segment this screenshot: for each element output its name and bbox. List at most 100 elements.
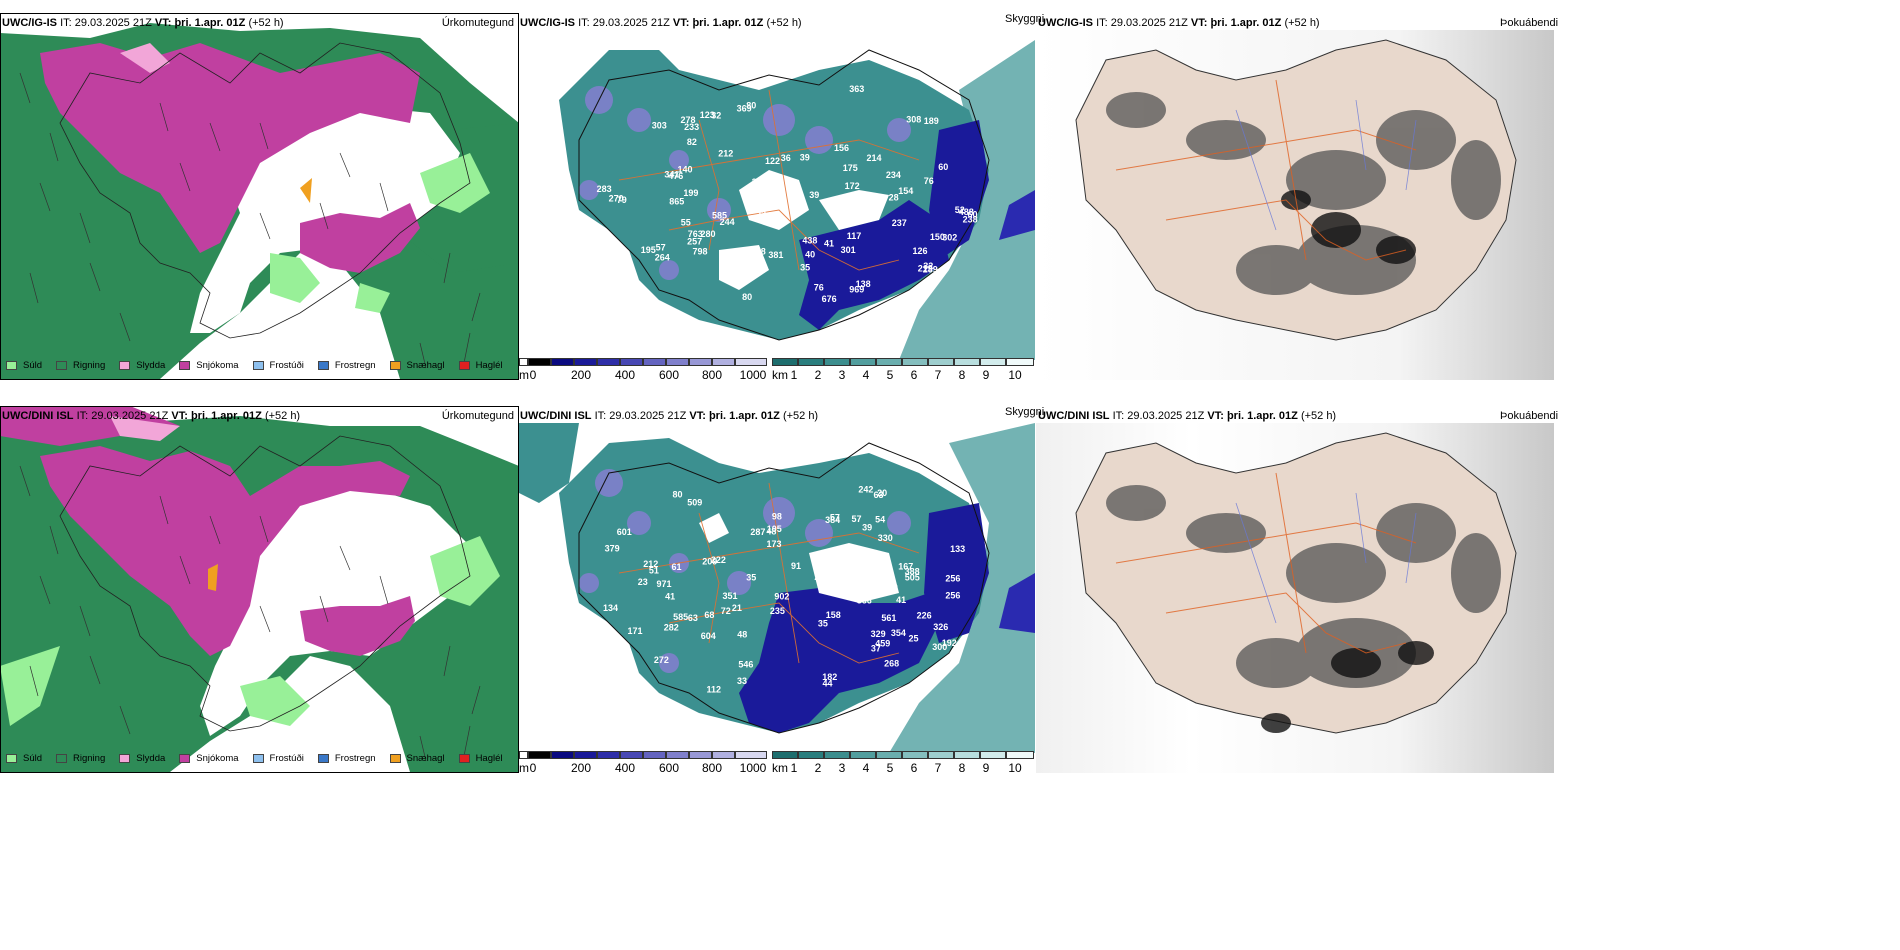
height-colorbar-swatch (620, 751, 643, 759)
cloud-base-label: 41 (665, 592, 675, 602)
fog-model-bottom: UWC/DINI ISL (1038, 410, 1110, 422)
cloud-base-label: 585 (712, 211, 727, 221)
cloud-title-top: UWC/IG-IS IT: 29.03.2025 21Z VT: þri. 1.… (520, 17, 802, 29)
cloud-base-label: 303 (652, 121, 667, 131)
fog-lead-top: (+52 h) (1284, 17, 1320, 29)
height-colorbar-swatch (574, 751, 597, 759)
cloud-base-label: 57 (656, 242, 666, 252)
vis-colorbar-swatch (1006, 751, 1034, 759)
precip-it-value-bottom: 29.03.2025 21Z (91, 410, 169, 422)
cloud-base-label: 76 (814, 283, 824, 293)
precip-map-bottom (0, 406, 519, 772)
precip-panel-top (0, 13, 519, 379)
cloud-base-label: 354 (891, 628, 906, 638)
legend-item-sudl: Súld (6, 753, 42, 764)
legend-swatch (252, 754, 264, 763)
cloud-base-label: 233 (684, 122, 699, 132)
cloud-base-label: 212 (643, 559, 658, 569)
fog-it-label-top: IT: (1096, 17, 1108, 29)
cloud-base-label: 126 (913, 246, 928, 256)
cloud-base-label: 379 (605, 544, 620, 554)
cloud-base-label: 601 (617, 527, 632, 537)
cloud-base-label: 36 (781, 153, 791, 163)
cloud-base-label: 55 (681, 217, 691, 227)
vis-colorbar-swatch (980, 751, 1006, 759)
vis-colorbar-top: km 1 2 3 4 5 6 7 8 9 10 (772, 358, 1036, 382)
fog-map-bottom (1036, 423, 1554, 773)
cloud-base-label: 289 (923, 265, 938, 275)
cloud-base-label: 68 (704, 610, 714, 620)
cloud-base-label: 330 (878, 533, 893, 543)
cloud-base-label: 37 (753, 201, 763, 211)
height-tick: 400 (614, 761, 636, 775)
cloud-base-label: 171 (628, 626, 643, 636)
legend-swatch (119, 361, 131, 370)
height-colorbar-swatch (712, 358, 735, 366)
cloud-it-value-top: 29.03.2025 21Z (592, 17, 670, 29)
cloud-base-label: 60 (968, 210, 978, 220)
fog-field-top: Þokuábendi (1500, 17, 1559, 29)
height-tick: 0 (529, 761, 537, 775)
cloud-base-label: 117 (847, 231, 862, 241)
cloud-base-label: 40 (805, 250, 815, 260)
cloud-base-label: 25 (909, 634, 919, 644)
cloud-base-label: 32 (776, 189, 786, 199)
legend-swatch (179, 361, 191, 370)
cloud-base-label: 351 (723, 591, 738, 601)
legend-item-frostregn: Frostregn (317, 753, 376, 764)
fog-vt-label-top: VT: (1190, 17, 1208, 29)
cloud-base-label: 105 (767, 524, 782, 534)
precip-frame-bottom (0, 406, 519, 773)
cloud-field-top: Skyggni (1005, 13, 1045, 25)
vis-tick: 4 (862, 761, 870, 775)
vis-tick: 6 (910, 368, 918, 382)
vis-unit: km (772, 761, 788, 775)
legend-swatch (6, 754, 17, 763)
height-colorbar-swatch (689, 358, 712, 366)
fog-panel-top (1036, 30, 1554, 380)
cloud-base-label: 76 (924, 176, 934, 186)
height-colorbar-swatch (620, 358, 643, 366)
cloud-base-label: 35 (818, 618, 828, 628)
fog-vt-value-top: þri. 1.apr. 01Z (1210, 17, 1282, 29)
legend-swatch (56, 361, 68, 370)
height-tick: 200 (570, 368, 592, 382)
cloud-base-label: 969 (849, 284, 864, 294)
cloud-base-label: 363 (849, 84, 864, 94)
fog-field-bottom: Þokuábendi (1500, 410, 1559, 422)
precip-panel-bottom (0, 406, 519, 772)
cloud-base-label: 48 (737, 629, 747, 639)
cloud-base-label: 21 (732, 603, 742, 613)
precip-legend-top: Súld Rigning Slydda Snjókoma Frostúði Fr… (6, 360, 517, 371)
height-colorbar-swatch (735, 358, 767, 366)
vis-colorbar-swatch (824, 751, 850, 759)
vis-tick: 1 (790, 368, 798, 382)
vis-tick: 3 (838, 368, 846, 382)
cloud-field-bottom: Skyggni (1005, 406, 1045, 418)
cloud-base-label: 154 (898, 186, 913, 196)
legend-item-snjokoma: Snjókoma (179, 753, 239, 764)
cloud-base-label: 133 (950, 544, 965, 554)
cloud-base-label: 366 (857, 595, 872, 605)
height-colorbar-bottom: m 0 200 400 600 800 1000 (519, 751, 769, 775)
vis-tick: 8 (958, 368, 966, 382)
precip-model-top: UWC/IG-IS (2, 17, 57, 29)
height-colorbar-swatch (689, 751, 712, 759)
cloud-base-label: 214 (867, 153, 882, 163)
cloud-panel-top: 189 237 175 798 212 219 244 199 126 438 488 969 585 1… (519, 30, 1035, 360)
cloud-base-label: 63 (874, 490, 884, 500)
height-colorbar-swatch (597, 358, 620, 366)
cloud-base-label: 902 (774, 592, 789, 602)
vis-colorbar-bottom: km 1 2 3 4 5 6 7 8 9 10 (772, 751, 1036, 775)
cloud-map-top: 189 237 175 798 212 219 244 199 126 438 488 969 585 1… (519, 30, 1035, 360)
legend-swatch (317, 361, 329, 370)
fog-it-value-top: 29.03.2025 21Z (1110, 17, 1188, 29)
height-colorbar-swatch (519, 358, 528, 366)
legend-item-snjokoma: Snjókoma (179, 360, 239, 371)
vis-tick: 1 (790, 761, 798, 775)
cloud-base-label: 329 (871, 629, 886, 639)
cloud-it-value-bottom: 29.03.2025 21Z (609, 410, 687, 422)
legend-swatch (389, 361, 401, 370)
legend-item-haglel: Haglél (458, 360, 503, 371)
cloud-base-label: 35 (800, 263, 810, 273)
